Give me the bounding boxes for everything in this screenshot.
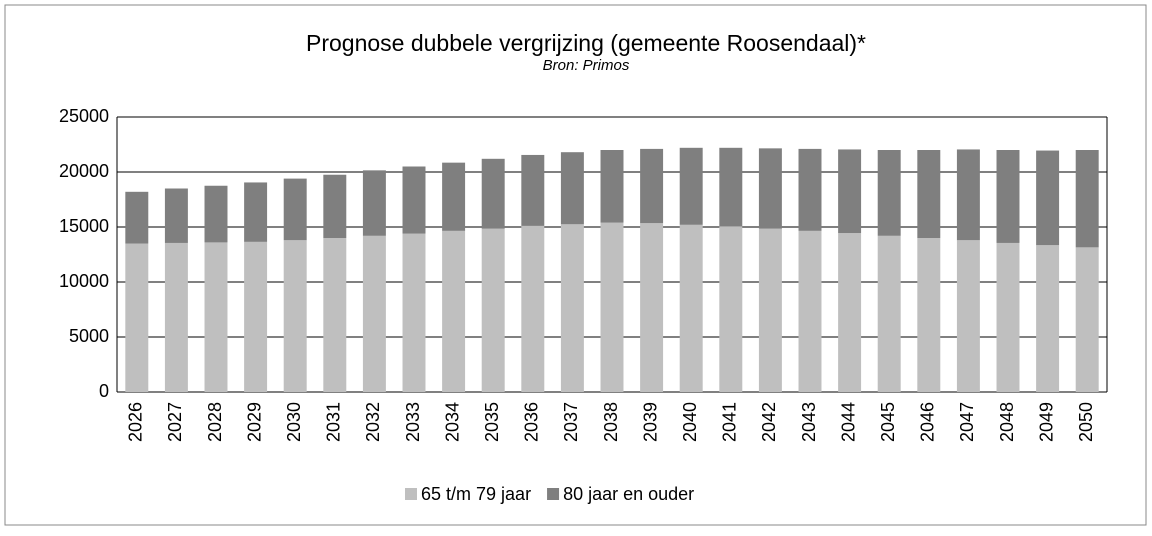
bar-segment	[125, 243, 149, 392]
x-tick-label: 2030	[284, 402, 304, 442]
x-tick-label: 2047	[957, 402, 977, 442]
bar-segment	[838, 149, 862, 234]
x-tick-label: 2050	[1076, 402, 1096, 442]
y-tick-label: 0	[99, 381, 109, 401]
x-tick-label: 2033	[403, 402, 423, 442]
x-tick-label: 2034	[442, 402, 462, 442]
x-tick-label: 2040	[680, 402, 700, 442]
bar-segment	[917, 150, 941, 238]
bar-segment	[996, 150, 1020, 243]
bar-segment	[758, 228, 782, 392]
x-tick-label: 2032	[363, 402, 383, 442]
bar-segment	[402, 166, 426, 234]
x-tick-label: 2027	[165, 402, 185, 442]
x-tick-label: 2026	[126, 402, 146, 442]
x-tick-label: 2048	[997, 402, 1017, 442]
bar-segment	[679, 224, 703, 392]
bar-segment	[1036, 150, 1060, 246]
bar-segment	[1075, 150, 1099, 248]
bar-segment	[244, 241, 268, 392]
y-tick-label: 15000	[59, 216, 109, 236]
x-tick-label: 2035	[482, 402, 502, 442]
bar-segment	[600, 150, 624, 223]
bar-segment	[204, 242, 228, 392]
x-tick-label: 2031	[324, 402, 344, 442]
bar-segment	[560, 224, 584, 392]
bar-segment	[758, 148, 782, 229]
x-tick-label: 2045	[878, 402, 898, 442]
x-tick-label: 2039	[640, 402, 660, 442]
bar-segment	[442, 230, 466, 392]
bar-segment	[877, 150, 901, 236]
bar-segment	[1075, 247, 1099, 392]
x-tick-label: 2029	[244, 402, 264, 442]
bar-segment	[283, 240, 307, 392]
bar-segment	[164, 188, 188, 243]
x-tick-label: 2037	[561, 402, 581, 442]
bar-segment	[1036, 245, 1060, 392]
bar-segment	[917, 238, 941, 392]
x-tick-label: 2044	[838, 402, 858, 442]
bar-segment	[481, 158, 505, 229]
bar-segment	[600, 222, 624, 392]
y-tick-label: 20000	[59, 161, 109, 181]
y-tick-label: 25000	[59, 106, 109, 126]
chart-subtitle: Bron: Primos	[543, 57, 630, 74]
bar-segment	[996, 242, 1020, 392]
bar-segment	[956, 149, 980, 241]
x-tick-label: 2028	[205, 402, 225, 442]
bar-segment	[283, 178, 307, 241]
bar-segment	[798, 148, 822, 231]
x-tick-label: 2041	[720, 402, 740, 442]
bar-segment	[560, 152, 584, 225]
x-tick-label: 2043	[799, 402, 819, 442]
y-tick-label: 5000	[69, 326, 109, 346]
legend-label: 65 t/m 79 jaar	[421, 484, 531, 504]
legend-label: 80 jaar en ouder	[563, 484, 694, 504]
bar-segment	[362, 170, 386, 236]
legend-swatch	[405, 488, 417, 500]
bar-segment	[244, 182, 268, 242]
x-tick-label: 2038	[601, 402, 621, 442]
bar-segment	[521, 225, 545, 392]
bar-segment	[402, 233, 426, 392]
x-tick-label: 2036	[522, 402, 542, 442]
x-tick-label: 2046	[918, 402, 938, 442]
bar-segment	[323, 238, 347, 392]
bar-segment	[640, 148, 664, 224]
bar-segment	[877, 235, 901, 392]
x-tick-label: 2049	[1036, 402, 1056, 442]
x-tick-label: 2042	[759, 402, 779, 442]
bar-segment	[362, 235, 386, 392]
bar-segment	[956, 240, 980, 392]
bar-segment	[521, 154, 545, 226]
legend-swatch	[547, 488, 560, 500]
y-tick-label: 10000	[59, 271, 109, 291]
bar-segment	[640, 223, 664, 392]
chart-title: Prognose dubbele vergrijzing (gemeente R…	[306, 30, 866, 56]
bar-segment	[164, 242, 188, 392]
bar-segment	[481, 228, 505, 392]
bar-segment	[323, 174, 347, 238]
bar-segment	[719, 226, 743, 392]
bar-segment	[204, 185, 228, 243]
bar-segment	[442, 162, 466, 231]
bar-segment	[719, 147, 743, 227]
bar-segment	[798, 230, 822, 392]
bar-segment	[679, 147, 703, 225]
bar-segment	[125, 191, 149, 244]
bar-segment	[838, 233, 862, 392]
